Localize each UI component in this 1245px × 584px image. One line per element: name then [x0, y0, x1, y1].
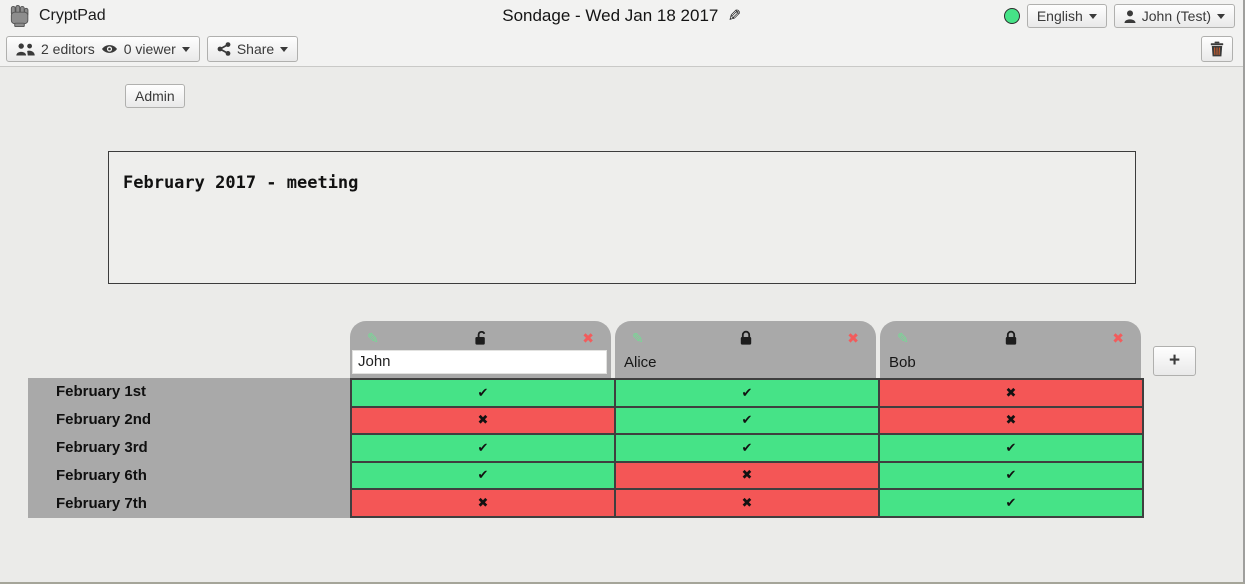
column-controls: ✎ ✖ — [350, 321, 611, 348]
userlist-dropdown[interactable]: 2 editors 0 viewer — [6, 36, 200, 62]
column-name: Alice — [624, 354, 657, 371]
row-label: February 3rd — [56, 438, 148, 456]
editors-count: 2 editors — [41, 41, 95, 57]
vote-cell-row2-col0[interactable]: ✔ — [352, 435, 614, 461]
column-header-alice: ✎ ✖ Alice — [615, 321, 876, 378]
share-dropdown[interactable]: Share — [206, 36, 299, 62]
document-title-area: Sondage - Wed Jan 18 2017 ✎ — [502, 0, 741, 32]
column-name-row — [350, 348, 611, 377]
vote-cell-row4-col1[interactable]: ✖ — [616, 490, 878, 516]
language-dropdown[interactable]: English — [1026, 4, 1107, 28]
row-label-column: February 1st February 2nd February 3rd Febr… — [28, 378, 350, 518]
row-label: February 7th — [56, 494, 147, 512]
poll-table: ✎ ✖ ✎ — [28, 321, 1198, 518]
vote-cell-row0-col2[interactable]: ✖ — [880, 380, 1142, 406]
poll-description-textarea[interactable] — [108, 151, 1136, 284]
eye-icon — [101, 45, 117, 53]
poll-body: February 1st February 2nd February 3rd Febr… — [28, 378, 1198, 518]
user-label: John (Test) — [1141, 8, 1211, 24]
pencil-icon[interactable]: ✎ — [632, 329, 644, 346]
admin-label: Admin — [135, 88, 175, 104]
vote-cell-row1-col1[interactable]: ✔ — [616, 407, 878, 433]
column-name-input[interactable] — [352, 349, 607, 374]
trash-button[interactable] — [1201, 36, 1233, 62]
vote-cell-row1-col0[interactable]: ✖ — [352, 407, 614, 433]
column-name: Bob — [889, 354, 916, 371]
column-header-bob: ✎ ✖ Bob — [880, 321, 1141, 378]
vote-cell-row3-col0[interactable]: ✔ — [352, 462, 614, 488]
pencil-icon[interactable]: ✎ — [367, 329, 379, 346]
editor-toolbar: 2 editors 0 viewer Share — [0, 32, 1243, 67]
row-label: February 6th — [56, 466, 147, 484]
users-icon — [16, 42, 35, 55]
user-icon — [1124, 9, 1136, 23]
chevron-down-icon — [280, 46, 289, 52]
language-label: English — [1036, 8, 1083, 24]
x-icon[interactable]: ✖ — [582, 329, 594, 346]
column-controls: ✎ ✖ — [880, 321, 1141, 348]
viewers-count: 0 viewer — [123, 41, 176, 57]
vote-cell-row3-col1[interactable]: ✖ — [616, 462, 878, 488]
chevron-down-icon — [1217, 13, 1225, 19]
vote-cell-row0-col0[interactable]: ✔ — [352, 380, 614, 406]
vote-cell-row3-col2[interactable]: ✔ — [880, 462, 1142, 488]
connection-status-dot — [1003, 8, 1020, 24]
column-header-john: ✎ ✖ — [350, 321, 611, 378]
admin-button[interactable]: Admin — [125, 84, 185, 108]
x-icon[interactable]: ✖ — [847, 329, 859, 346]
poll-app-content: Admin ✎ ✖ — [0, 67, 1243, 582]
share-icon — [217, 42, 231, 56]
unlock-icon[interactable] — [473, 330, 489, 346]
lock-icon[interactable] — [739, 330, 753, 346]
vote-cell-row2-col1[interactable]: ✔ — [616, 435, 878, 461]
document-title: Sondage - Wed Jan 18 2017 — [502, 6, 719, 25]
app-branding: CryptPad — [8, 4, 106, 28]
x-icon[interactable]: ✖ — [1112, 329, 1124, 346]
trash-icon — [1210, 41, 1224, 57]
vote-cell-row4-col2[interactable]: ✔ — [880, 490, 1142, 516]
pencil-icon[interactable]: ✎ — [727, 8, 741, 25]
add-column-button[interactable]: + — [1153, 346, 1196, 376]
fist-icon — [10, 4, 29, 28]
vote-cell-row1-col2[interactable]: ✖ — [880, 407, 1142, 433]
titlebar-right: English John (Test) — [1003, 4, 1235, 28]
chevron-down-icon — [181, 46, 190, 52]
user-menu-dropdown[interactable]: John (Test) — [1113, 4, 1235, 28]
poll-column-headers: ✎ ✖ ✎ — [28, 321, 1198, 378]
title-bar: CryptPad Sondage - Wed Jan 18 2017 ✎ Eng… — [0, 0, 1243, 32]
share-label: Share — [236, 41, 275, 57]
app-name: CryptPad — [39, 7, 106, 24]
vote-cell-row4-col0[interactable]: ✖ — [352, 490, 614, 516]
row-label: February 1st — [56, 383, 147, 400]
lock-icon[interactable] — [1004, 330, 1018, 346]
column-controls: ✎ ✖ — [615, 321, 876, 348]
pencil-icon[interactable]: ✎ — [897, 329, 909, 346]
row-label: February 2nd — [56, 410, 152, 428]
column-name-row: Bob — [880, 348, 1141, 377]
chevron-down-icon — [1088, 13, 1097, 19]
vote-cell-row2-col2[interactable]: ✔ — [880, 435, 1142, 461]
vote-cell-row0-col1[interactable]: ✔ — [616, 380, 878, 406]
vote-grid: ✔ ✔ ✖ ✖ ✔ ✖ ✔ ✔ ✔ ✔ ✖ ✔ ✖ ✖ ✔ — [350, 378, 1144, 518]
column-name-row: Alice — [615, 348, 876, 377]
